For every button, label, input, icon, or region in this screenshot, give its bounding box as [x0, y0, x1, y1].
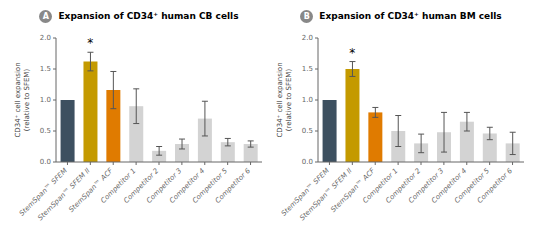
html-text:Expansion of CD34⁺ human BM ce: Expansion of CD34⁺ human BM cells: [319, 11, 502, 21]
svg-text:Competitor 3: Competitor 3: [407, 166, 446, 205]
svg-text:StemSpan™ SFEM II: StemSpan™ SFEM II: [298, 166, 354, 223]
svg-text:Competitor 1: Competitor 1: [99, 166, 138, 205]
svg-text:1.5: 1.5: [302, 65, 313, 73]
html-text:A: A: [42, 11, 49, 21]
svg-text:2.0: 2.0: [302, 34, 313, 42]
svg-text:*: *: [87, 36, 93, 50]
svg-text:Competitor 6: Competitor 6: [476, 166, 515, 205]
svg-text:StemSpan™ SFEM II: StemSpan™ SFEM II: [36, 166, 92, 223]
svg-text:Competitor 2: Competitor 2: [122, 166, 161, 205]
svg-text:0.0: 0.0: [40, 158, 51, 166]
svg-text:Competitor 2: Competitor 2: [384, 166, 423, 205]
svg-text:1.5: 1.5: [40, 65, 51, 73]
svg-text:CD34⁺ cell expansion(relative: CD34⁺ cell expansion(relative to SFEM): [14, 62, 31, 137]
html-text:B: B: [303, 11, 310, 21]
svg-text:StemSpan™ ACF: StemSpan™ ACF: [329, 166, 377, 214]
svg-text:2.0: 2.0: [40, 34, 51, 42]
svg-text:Competitor 6: Competitor 6: [214, 166, 253, 205]
svg-text:0.5: 0.5: [40, 127, 51, 135]
svg-text:Competitor 1: Competitor 1: [361, 166, 400, 205]
svg-text:Competitor 3: Competitor 3: [145, 166, 184, 205]
svg-text:StemSpan™ SFEM: StemSpan™ SFEM: [279, 166, 331, 218]
svg-text:0.0: 0.0: [302, 158, 313, 166]
svg-text:Competitor 4: Competitor 4: [430, 166, 469, 205]
svg-text:1.0: 1.0: [302, 96, 313, 104]
svg-text:Competitor 4: Competitor 4: [168, 166, 207, 205]
svg-text:StemSpan™ ACF: StemSpan™ ACF: [67, 166, 115, 214]
svg-text:CD34⁺ cell expansion(relative: CD34⁺ cell expansion(relative to SFEM): [276, 62, 293, 137]
svg-text:*: *: [349, 46, 355, 60]
svg-text:0.5: 0.5: [302, 127, 313, 135]
html-text:Expansion of CD34⁺ human CB ce: Expansion of CD34⁺ human CB cells: [58, 11, 239, 21]
svg-text:Competitor 5: Competitor 5: [190, 166, 230, 205]
svg-text:1.0: 1.0: [40, 96, 51, 104]
svg-text:Competitor 5: Competitor 5: [452, 166, 492, 205]
svg-text:StemSpan™ SFEM: StemSpan™ SFEM: [17, 166, 69, 218]
